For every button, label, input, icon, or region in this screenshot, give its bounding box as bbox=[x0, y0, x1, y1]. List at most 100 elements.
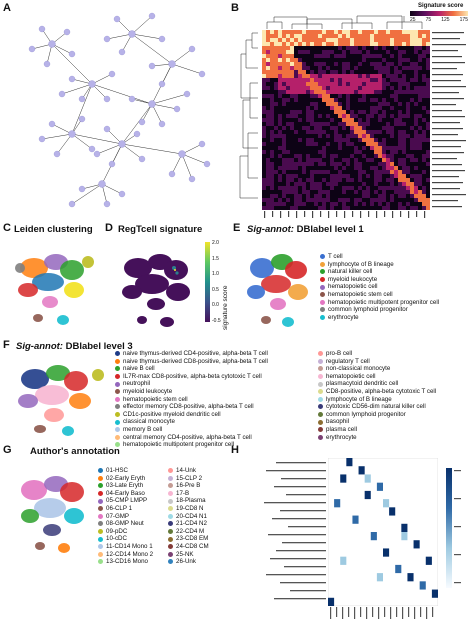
heatmap-cell bbox=[326, 38, 330, 42]
heatmap-cell bbox=[370, 34, 374, 38]
legend-label: erythrocyte bbox=[328, 313, 359, 321]
heatmap-cell bbox=[266, 174, 270, 178]
heatmap-cell bbox=[382, 154, 386, 158]
legend-label: basophil bbox=[326, 418, 350, 426]
dblabel1-umap bbox=[247, 254, 308, 327]
heatmap-cell bbox=[378, 146, 382, 150]
heatmap-cell bbox=[294, 194, 298, 198]
heatmap-cell bbox=[418, 198, 422, 202]
legend-marker bbox=[98, 468, 103, 474]
dblabel3-legend-left: naive thymus-derived CD4-positive, alpha… bbox=[115, 350, 268, 449]
heatmap-cell bbox=[322, 34, 326, 38]
legend-marker bbox=[168, 551, 173, 557]
heatmap-cell bbox=[426, 206, 430, 210]
heatmap-cell bbox=[290, 70, 294, 74]
heatmap-cell bbox=[306, 162, 310, 166]
heatmap-cell bbox=[282, 170, 286, 174]
legend-label: neutrophil bbox=[123, 380, 151, 388]
heatmap-cell bbox=[262, 110, 266, 114]
heatmap-cell bbox=[374, 62, 378, 66]
heatmap-cell bbox=[374, 154, 378, 158]
heatmap-cell bbox=[294, 154, 298, 158]
heatmap-cell bbox=[370, 78, 374, 82]
heatmap-cell bbox=[422, 74, 426, 78]
heatmap-cell bbox=[270, 42, 274, 46]
heatmap-cell bbox=[270, 50, 274, 54]
confusion-cell bbox=[376, 482, 383, 491]
heatmap-cell bbox=[346, 34, 350, 38]
confusion-cell bbox=[383, 499, 390, 508]
heatmap-cell bbox=[390, 194, 394, 198]
legend-entry: hematopoietic multipotent progenitor cel… bbox=[115, 441, 268, 449]
heatmap-cell bbox=[414, 34, 418, 38]
heatmap-cell bbox=[402, 82, 406, 86]
heatmap-cell bbox=[402, 158, 406, 162]
heatmap-cell bbox=[322, 70, 326, 74]
heatmap-cell bbox=[398, 110, 402, 114]
heatmap-cell bbox=[266, 54, 270, 58]
heatmap-cell bbox=[422, 206, 426, 210]
heatmap-cell bbox=[382, 46, 386, 50]
legend-entry: 06-CLP 1 bbox=[98, 505, 153, 513]
heatmap-cell bbox=[358, 130, 362, 134]
heatmap-cell bbox=[382, 38, 386, 42]
heatmap-cell bbox=[330, 98, 334, 102]
heatmap-cell bbox=[410, 98, 414, 102]
confusion-cell bbox=[334, 499, 341, 508]
heatmap-cell bbox=[342, 62, 346, 66]
heatmap-cell bbox=[410, 182, 414, 186]
legend-label: naive B cell bbox=[123, 365, 155, 373]
heatmap-cell bbox=[330, 86, 334, 90]
heatmap-cell bbox=[262, 30, 266, 34]
legend-entry: T cell bbox=[320, 253, 439, 261]
heatmap-cell bbox=[302, 74, 306, 78]
heatmap-cell bbox=[278, 46, 282, 50]
heatmap-cell bbox=[318, 78, 322, 82]
legend-entry: 10-cDC bbox=[98, 535, 153, 543]
heatmap-cell bbox=[370, 62, 374, 66]
heatmap-cell bbox=[394, 70, 398, 74]
heatmap-cell bbox=[314, 130, 318, 134]
heatmap-cell bbox=[366, 130, 370, 134]
heatmap-cell bbox=[386, 202, 390, 206]
heatmap-cell bbox=[266, 206, 270, 210]
heatmap-cell bbox=[274, 170, 278, 174]
legend-label: myeloid leukocyte bbox=[123, 387, 173, 395]
legend-label: 22-CD4 M bbox=[176, 527, 205, 535]
legend-entry: 25-NK bbox=[168, 551, 209, 559]
heatmap-cell bbox=[302, 86, 306, 90]
heatmap-cell bbox=[354, 202, 358, 206]
heatmap-cell bbox=[314, 34, 318, 38]
heatmap-cell bbox=[382, 126, 386, 130]
heatmap-cell bbox=[402, 170, 406, 174]
heatmap-cell bbox=[398, 58, 402, 62]
heatmap-cell bbox=[354, 146, 358, 150]
heatmap-cell bbox=[334, 90, 338, 94]
heatmap-cell bbox=[286, 198, 290, 202]
heatmap-cell bbox=[302, 30, 306, 34]
heatmap-cell bbox=[270, 198, 274, 202]
author-annotation-title: Author's annotation bbox=[30, 446, 120, 457]
heatmap-cell bbox=[338, 110, 342, 114]
heatmap-cell bbox=[326, 114, 330, 118]
heatmap-cell bbox=[270, 206, 274, 210]
heatmap-cell bbox=[402, 190, 406, 194]
heatmap-cell bbox=[330, 34, 334, 38]
heatmap-cell bbox=[270, 150, 274, 154]
heatmap-cell bbox=[282, 142, 286, 146]
heatmap-cell bbox=[298, 202, 302, 206]
heatmap-cell bbox=[366, 82, 370, 86]
heatmap-cell bbox=[382, 102, 386, 106]
heatmap-cell bbox=[382, 150, 386, 154]
heatmap-cell bbox=[290, 158, 294, 162]
heatmap-cell bbox=[370, 86, 374, 90]
heatmap-cell bbox=[406, 182, 410, 186]
heatmap-cell bbox=[358, 162, 362, 166]
heatmap-cell bbox=[390, 154, 394, 158]
heatmap-cell bbox=[426, 110, 430, 114]
heatmap-col-labels bbox=[264, 211, 426, 218]
heatmap-cell bbox=[370, 202, 374, 206]
heatmap-cell bbox=[374, 46, 378, 50]
legend-marker bbox=[115, 442, 120, 448]
heatmap-cell bbox=[350, 134, 354, 138]
